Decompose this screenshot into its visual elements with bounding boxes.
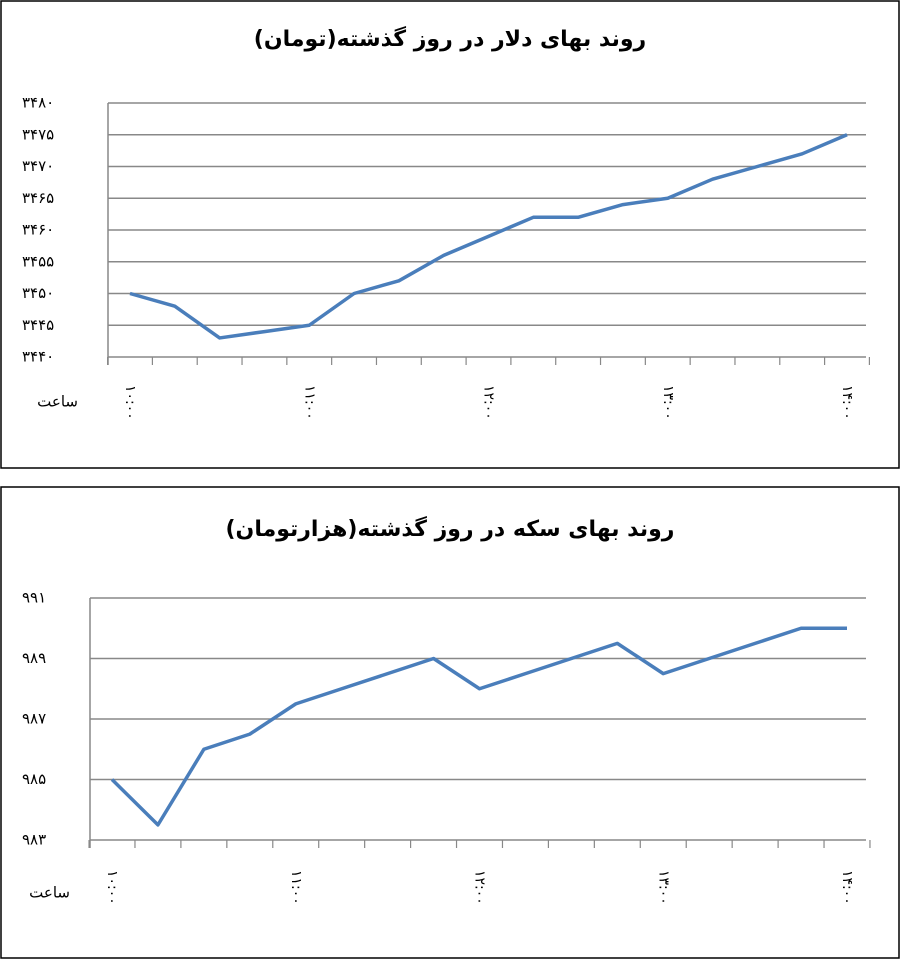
y-tick-label: ۳۴۶۰ <box>22 221 54 239</box>
y-tick-label: ۳۴۷۵ <box>22 125 54 143</box>
series-line <box>129 133 848 340</box>
y-tick-label: ۳۴۸۰ <box>22 94 54 112</box>
x-tick-label: ۱۰:۰۰ <box>104 870 120 905</box>
y-tick-label: ۹۸۷ <box>22 710 46 728</box>
x-tick-label: ۱۴:۰۰ <box>839 870 855 905</box>
chart-title: روند بهای سکه در روز گذشته(هزارتومان) <box>226 515 675 542</box>
x-tick-label: ۱۲:۰۰ <box>472 870 488 905</box>
chart-title: روند بهای دلار در روز گذشته(تومان) <box>254 25 646 52</box>
x-tick-label: ۱۱:۰۰ <box>288 870 304 905</box>
x-tick-label: ۱۲:۰۰ <box>481 385 497 420</box>
x-tick-label: ۱۴:۰۰ <box>839 385 855 420</box>
y-tick-label: ۹۸۳ <box>22 831 46 849</box>
x-axis-label: ساعت <box>37 393 78 411</box>
x-tick-label: ۱۳:۰۰ <box>660 385 676 420</box>
x-tick-label: ۱۳:۰۰ <box>655 870 671 905</box>
y-tick-label: ۹۸۹ <box>22 649 46 667</box>
y-tick-label: ۳۴۵۵ <box>22 252 54 270</box>
y-tick-label: ۹۹۱ <box>22 589 46 607</box>
x-tick-label: ۱۰:۰۰ <box>122 385 138 420</box>
x-tick-label: ۱۱:۰۰ <box>301 385 317 420</box>
y-tick-label: ۹۸۵ <box>22 770 46 788</box>
y-tick-label: ۳۴۷۰ <box>22 157 54 175</box>
y-tick-label: ۳۴۴۵ <box>22 316 54 334</box>
panel <box>0 0 900 469</box>
y-tick-label: ۳۴۴۰ <box>22 348 54 366</box>
y-tick-label: ۳۴۵۰ <box>22 284 54 302</box>
panel <box>0 486 900 959</box>
y-tick-label: ۳۴۶۵ <box>22 189 54 207</box>
x-axis-label: ساعت <box>29 884 70 902</box>
series-line <box>110 626 847 827</box>
